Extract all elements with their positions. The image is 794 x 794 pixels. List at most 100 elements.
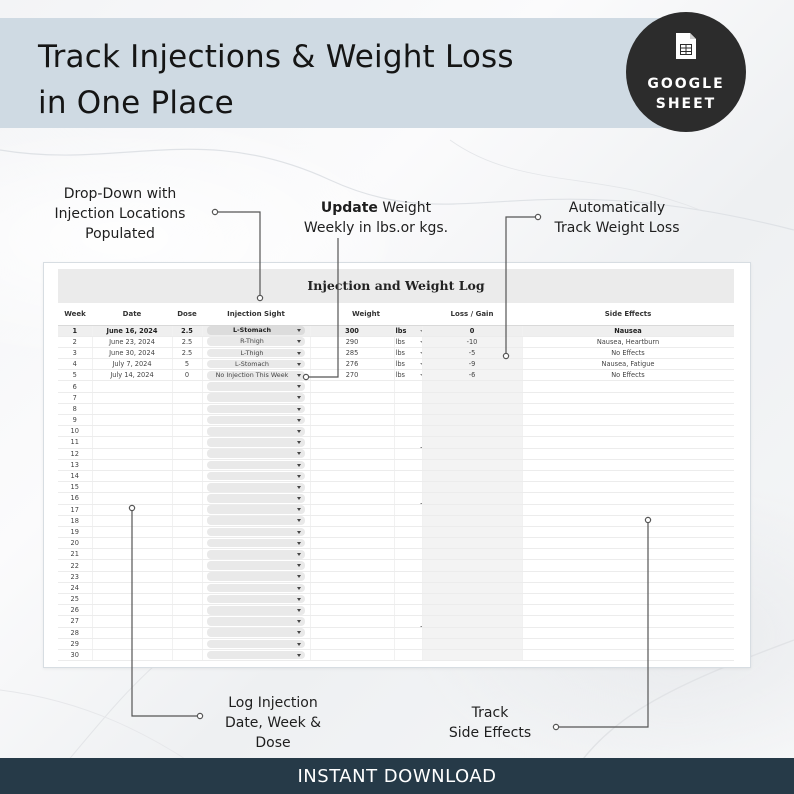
injection-site-dropdown[interactable]	[207, 605, 305, 615]
injection-site-dropdown[interactable]	[207, 650, 305, 660]
cell-dose[interactable]: 2.5	[172, 336, 203, 348]
injection-site-dropdown[interactable]: No Injection This Week	[207, 371, 305, 380]
cell-week[interactable]: 3	[58, 347, 93, 360]
cell-side-effects[interactable]	[522, 504, 734, 516]
injection-site-dropdown[interactable]	[207, 415, 305, 425]
cell-date[interactable]	[92, 504, 173, 516]
cell-date[interactable]	[92, 392, 173, 404]
unit-dropdown[interactable]: lbs	[396, 327, 421, 335]
cell-date[interactable]	[92, 571, 173, 583]
cell-week[interactable]: 1	[58, 325, 93, 337]
cell-week[interactable]: 19	[58, 526, 93, 539]
cell-dose[interactable]	[172, 515, 203, 527]
injection-site-dropdown[interactable]	[207, 617, 305, 626]
injection-site-dropdown[interactable]: L-Stomach	[207, 359, 305, 369]
cell-dose[interactable]	[172, 526, 203, 539]
cell-side-effects[interactable]	[522, 470, 734, 483]
cell-side-effects[interactable]	[522, 526, 734, 539]
cell-side-effects[interactable]	[522, 425, 734, 438]
cell-date[interactable]	[92, 649, 173, 662]
cell-weight[interactable]	[310, 459, 395, 471]
cell-side-effects[interactable]	[522, 638, 734, 650]
cell-date[interactable]	[92, 436, 173, 449]
cell-side-effects[interactable]	[522, 548, 734, 561]
cell-date[interactable]: June 30, 2024	[92, 347, 173, 360]
cell-weight[interactable]	[310, 548, 395, 561]
cell-dose[interactable]	[172, 436, 203, 449]
injection-site-dropdown[interactable]	[207, 382, 305, 391]
cell-side-effects[interactable]	[522, 414, 734, 427]
cell-week[interactable]: 2	[58, 336, 93, 348]
cell-weight[interactable]	[310, 526, 395, 539]
cell-date[interactable]	[92, 559, 173, 572]
cell-date[interactable]	[92, 537, 173, 550]
cell-side-effects[interactable]	[522, 403, 734, 416]
cell-weight[interactable]: 290	[310, 336, 395, 348]
injection-site-dropdown[interactable]	[207, 628, 305, 637]
cell-week[interactable]: 28	[58, 627, 93, 639]
injection-site-dropdown[interactable]	[207, 572, 305, 582]
cell-weight[interactable]	[310, 559, 395, 572]
cell-dose[interactable]	[172, 492, 203, 505]
cell-week[interactable]: 5	[58, 369, 93, 382]
cell-side-effects[interactable]	[522, 380, 734, 393]
cell-dose[interactable]: 2.5	[172, 325, 203, 337]
cell-week[interactable]: 11	[58, 436, 93, 449]
cell-week[interactable]: 14	[58, 470, 93, 483]
injection-site-dropdown[interactable]	[207, 460, 305, 470]
cell-weight[interactable]	[310, 604, 395, 617]
cell-week[interactable]: 10	[58, 425, 93, 438]
cell-date[interactable]	[92, 459, 173, 471]
cell-weight[interactable]: 276	[310, 358, 395, 371]
cell-week[interactable]: 15	[58, 481, 93, 494]
cell-week[interactable]: 22	[58, 559, 93, 572]
cell-week[interactable]: 20	[58, 537, 93, 550]
cell-side-effects[interactable]	[522, 559, 734, 572]
cell-side-effects[interactable]	[522, 436, 734, 449]
cell-week[interactable]: 26	[58, 604, 93, 617]
injection-site-dropdown[interactable]	[207, 471, 305, 481]
cell-weight[interactable]	[310, 380, 395, 393]
cell-weight[interactable]	[310, 638, 395, 650]
cell-date[interactable]	[92, 593, 173, 606]
unit-dropdown[interactable]: lbs	[396, 349, 421, 357]
injection-site-dropdown[interactable]	[207, 594, 305, 604]
cell-weight[interactable]	[310, 470, 395, 483]
injection-site-dropdown[interactable]	[207, 494, 305, 503]
cell-weight[interactable]	[310, 627, 395, 639]
cell-date[interactable]	[92, 492, 173, 505]
cell-side-effects[interactable]	[522, 627, 734, 639]
cell-date[interactable]	[92, 548, 173, 561]
injection-site-dropdown[interactable]: L-Stomach	[207, 326, 305, 335]
cell-weight[interactable]	[310, 448, 395, 460]
cell-date[interactable]	[92, 627, 173, 639]
cell-week[interactable]: 12	[58, 448, 93, 460]
cell-date[interactable]: July 7, 2024	[92, 358, 173, 371]
cell-weight[interactable]: 285	[310, 347, 395, 360]
cell-side-effects[interactable]	[522, 582, 734, 595]
injection-site-dropdown[interactable]	[207, 639, 305, 649]
cell-weight[interactable]	[310, 593, 395, 606]
injection-site-dropdown[interactable]	[207, 561, 305, 570]
cell-date[interactable]	[92, 448, 173, 460]
injection-site-dropdown[interactable]	[207, 393, 305, 403]
cell-side-effects[interactable]: Nausea	[522, 325, 734, 337]
cell-date[interactable]	[92, 515, 173, 527]
cell-weight[interactable]: 270	[310, 369, 395, 382]
cell-week[interactable]: 8	[58, 403, 93, 416]
injection-site-dropdown[interactable]	[207, 426, 305, 436]
cell-dose[interactable]	[172, 559, 203, 572]
cell-dose[interactable]	[172, 604, 203, 617]
cell-side-effects[interactable]	[522, 649, 734, 662]
injection-site-dropdown[interactable]: L-Thigh	[207, 348, 305, 358]
cell-dose[interactable]	[172, 649, 203, 662]
cell-side-effects[interactable]	[522, 615, 734, 628]
cell-side-effects[interactable]	[522, 392, 734, 404]
cell-dose[interactable]	[172, 425, 203, 438]
cell-side-effects[interactable]	[522, 571, 734, 583]
cell-weight[interactable]	[310, 392, 395, 404]
cell-date[interactable]	[92, 481, 173, 494]
cell-weight[interactable]	[310, 615, 395, 628]
cell-side-effects[interactable]	[522, 604, 734, 617]
cell-weight[interactable]	[310, 414, 395, 427]
